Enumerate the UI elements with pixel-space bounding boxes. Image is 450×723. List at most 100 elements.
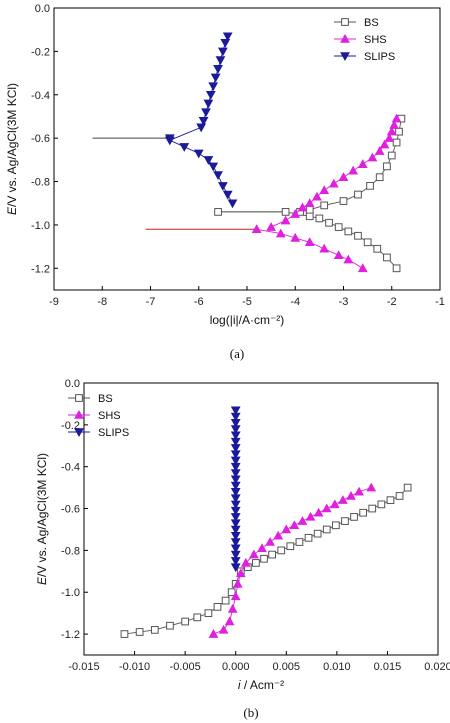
data-point <box>213 64 223 74</box>
data-point <box>341 517 349 525</box>
data-point <box>230 406 241 416</box>
data-point <box>230 444 241 453</box>
data-point <box>304 237 315 247</box>
legend-label: SLIPS <box>98 427 129 439</box>
data-point <box>395 492 404 500</box>
data-point <box>227 603 238 613</box>
legend-marker <box>74 409 84 419</box>
legend-marker <box>74 428 84 438</box>
data-point <box>321 503 332 513</box>
data-point <box>290 232 301 242</box>
legend-entry-shs: SHS <box>68 409 121 422</box>
data-point <box>348 165 359 175</box>
data-point <box>230 557 241 566</box>
series-slips <box>230 406 241 573</box>
data-point <box>208 162 219 172</box>
data-point <box>280 215 291 225</box>
data-point <box>230 412 241 422</box>
data-point <box>383 253 391 262</box>
y-tick-label: -1.0 <box>61 587 80 599</box>
x-tick-label: -1 <box>435 296 445 308</box>
data-point <box>392 264 401 273</box>
data-point <box>363 238 372 247</box>
data-point <box>286 542 295 551</box>
data-point <box>204 609 213 618</box>
data-point <box>366 182 374 190</box>
data-point <box>218 624 229 634</box>
x-tick-label: -7 <box>146 296 156 308</box>
data-point <box>230 500 241 510</box>
x-tick-label: 0.010 <box>323 661 351 673</box>
data-point <box>366 482 377 492</box>
data-point <box>375 173 384 182</box>
series-slips <box>92 32 238 209</box>
y-axis-label-text: /V vs. Ag/AgCl(3M KCl) <box>5 83 19 207</box>
data-point <box>181 617 190 626</box>
data-point <box>334 223 343 231</box>
data-point <box>377 500 386 509</box>
data-point <box>230 525 241 535</box>
y-tick-label: -0.6 <box>31 133 50 145</box>
data-point <box>289 520 300 530</box>
legend-label: SHS <box>98 410 121 422</box>
data-point <box>164 136 175 146</box>
data-point <box>214 208 222 216</box>
data-point <box>213 171 223 181</box>
x-tick-label: -8 <box>97 296 107 308</box>
data-point <box>235 568 246 578</box>
data-point <box>357 263 368 273</box>
data-point <box>227 199 238 209</box>
data-point <box>275 228 286 238</box>
data-point <box>386 496 395 505</box>
data-point <box>305 205 314 214</box>
data-point <box>357 159 368 168</box>
x-tick-label: -4 <box>290 296 300 308</box>
legend-marker <box>341 18 349 26</box>
y-tick-label: -0.4 <box>61 462 80 474</box>
data-point <box>222 32 233 42</box>
y-tick-label: 0.0 <box>35 3 50 15</box>
x-tick-label: -0.005 <box>170 661 201 673</box>
data-point <box>273 530 284 540</box>
y-tick-label: -0.2 <box>31 46 50 58</box>
legend-label: SLIPS <box>364 51 395 63</box>
x-tick-label: -0.015 <box>68 661 99 673</box>
x-tick-label: -5 <box>242 296 252 308</box>
y-axis-label: E/V vs. Ag/AgCl(3M KCl) <box>35 453 49 585</box>
data-point <box>230 437 241 447</box>
data-point <box>331 521 340 530</box>
data-point <box>297 516 308 525</box>
data-point <box>227 588 236 597</box>
data-point <box>230 591 241 601</box>
data-point <box>249 549 259 559</box>
x-tick-label: -9 <box>49 296 59 308</box>
data-point <box>193 613 202 622</box>
legend-entry-bs: BS <box>68 393 113 405</box>
data-point <box>387 151 396 160</box>
data-point <box>230 462 241 472</box>
plot-frame <box>83 382 439 656</box>
data-point <box>338 495 348 504</box>
data-point <box>230 513 241 522</box>
data-point <box>281 208 290 216</box>
data-point <box>266 222 277 231</box>
legend-entry-slips: SLIPS <box>334 51 395 63</box>
data-point <box>203 99 214 109</box>
data-point <box>232 578 243 588</box>
y-tick-label: -0.8 <box>61 545 80 557</box>
x-tick-label: 0.020 <box>424 661 450 673</box>
data-point <box>312 191 322 201</box>
legend-label: SHS <box>364 34 387 46</box>
legend-marker <box>340 33 350 43</box>
x-axis-label: log(|i|/A·cm⁻²) <box>210 313 285 327</box>
y-tick-label: 0.0 <box>65 378 80 390</box>
data-point <box>203 156 214 165</box>
data-point <box>260 554 268 563</box>
data-point <box>315 214 324 223</box>
data-point <box>230 550 241 560</box>
data-point <box>222 190 233 200</box>
panel-label: (b) <box>243 705 258 720</box>
x-tick-label: 0.015 <box>374 661 402 673</box>
legend-entry-bs: BS <box>334 17 379 29</box>
legend-entry-shs: SHS <box>334 33 387 46</box>
